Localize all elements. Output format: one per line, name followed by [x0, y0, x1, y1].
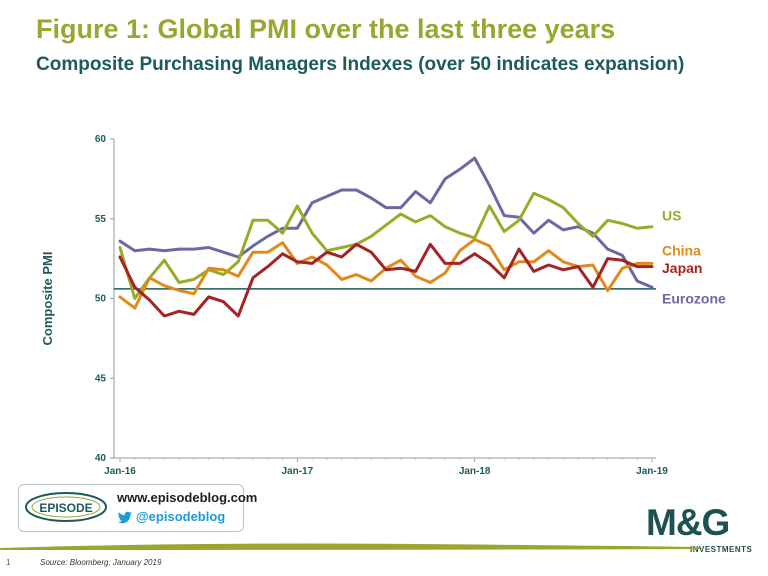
- website-link[interactable]: www.episodeblog.com: [117, 490, 258, 505]
- episode-brand-box[interactable]: EPISODE www.episodeblog.com @episodeblog: [18, 484, 257, 532]
- x-tick-label: Jan-16: [104, 466, 136, 477]
- y-tick-label: 40: [95, 453, 107, 464]
- series-label-china: China: [662, 243, 701, 259]
- episode-logo: EPISODE: [25, 492, 107, 522]
- page-number: 1: [6, 558, 11, 567]
- x-tick-label: Jan-17: [281, 466, 313, 477]
- chart-title: Figure 1: Global PMI over the last three…: [36, 14, 616, 44]
- chart-subtitle: Composite Purchasing Managers Indexes (o…: [36, 54, 685, 75]
- series-label-eurozone: Eurozone: [662, 291, 726, 307]
- mg-logo-subtitle: INVESTMENTS: [690, 545, 753, 554]
- series-label-us: US: [662, 208, 681, 224]
- x-tick-label: Jan-19: [636, 466, 668, 477]
- series-line-eurozone: [118, 156, 654, 289]
- episode-logo-text: EPISODE: [39, 501, 92, 515]
- twitter-icon: [117, 511, 132, 524]
- series-label-japan: Japan: [662, 260, 702, 276]
- y-tick-label: 60: [95, 134, 107, 145]
- twitter-link[interactable]: @episodeblog: [117, 509, 225, 524]
- mg-logo: M&G: [646, 502, 730, 543]
- series-line-japan: [118, 242, 654, 318]
- y-tick-label: 45: [95, 373, 107, 384]
- x-tick-label: Jan-18: [459, 466, 491, 477]
- source-note: Source: Bloomberg, January 2019: [40, 558, 162, 567]
- y-tick-label: 55: [95, 214, 107, 225]
- y-axis-label: Composite PMI: [40, 252, 55, 346]
- twitter-handle: @episodeblog: [136, 509, 226, 524]
- y-tick-label: 50: [95, 294, 107, 305]
- footer-brush-stroke: [0, 543, 700, 550]
